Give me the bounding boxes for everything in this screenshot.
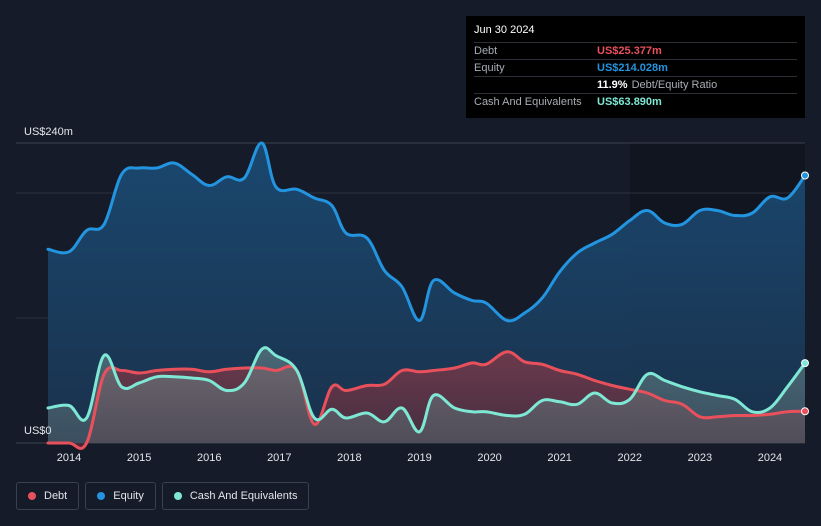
- tooltip-panel: Jun 30 2024 Debt US$25.377m Equity US$21…: [466, 16, 805, 118]
- tooltip-cash-label: Cash And Equivalents: [474, 96, 582, 108]
- tooltip-ratio-row: 11.9% Debt/Equity Ratio: [474, 76, 797, 93]
- y-axis-top-label: US$240m: [24, 126, 73, 138]
- cash-area: [48, 347, 805, 443]
- legend-debt-label: Debt: [44, 490, 68, 502]
- tooltip-equity-row: Equity US$214.028m: [474, 59, 797, 76]
- x-tick-2024: 2024: [758, 452, 782, 464]
- tooltip-debt-row: Debt US$25.377m: [474, 42, 797, 59]
- debt-dot-icon: [28, 492, 36, 500]
- cash-line: [46, 346, 807, 434]
- x-tick-2023: 2023: [688, 452, 712, 464]
- chart-legend: Debt Equity Cash And Equivalents: [16, 482, 310, 510]
- tooltip-equity-label: Equity: [474, 62, 505, 74]
- x-tick-2016: 2016: [197, 452, 221, 464]
- y-axis-bottom-label: US$0: [24, 425, 52, 437]
- equity-line: [46, 141, 807, 323]
- equity-dot-icon: [97, 492, 106, 500]
- x-tick-2022: 2022: [618, 452, 642, 464]
- tooltip-ratio-label: Debt/Equity Ratio: [631, 79, 718, 91]
- x-tick-2017: 2017: [267, 452, 291, 464]
- legend-item-equity[interactable]: Equity: [85, 482, 156, 510]
- x-tick-2021: 2021: [547, 452, 571, 464]
- debt-endpoint: [801, 407, 809, 416]
- cash-dot-icon: [173, 492, 182, 500]
- x-tick-2015: 2015: [127, 452, 151, 464]
- debt-line: [46, 350, 807, 450]
- series-lines: [46, 141, 807, 450]
- x-tick-2020: 2020: [477, 452, 501, 464]
- x-tick-2014: 2014: [57, 452, 81, 464]
- x-tick-2019: 2019: [407, 452, 431, 464]
- legend-item-debt[interactable]: Debt: [16, 482, 80, 510]
- legend-equity-label: Equity: [113, 490, 144, 502]
- tooltip-date: Jun 30 2024: [474, 24, 535, 36]
- legend-cash-label: Cash And Equivalents: [189, 490, 298, 502]
- series-endpoints: [801, 171, 809, 416]
- legend-item-cash[interactable]: Cash And Equivalents: [161, 482, 310, 510]
- cash-endpoint: [801, 359, 809, 368]
- tooltip-ratio-value: 11.9%: [597, 79, 628, 91]
- x-tick-2018: 2018: [337, 452, 361, 464]
- tooltip-debt-value: US$25.377m: [597, 45, 662, 57]
- tooltip-cash-value: US$63.890m: [597, 96, 662, 108]
- x-axis-ticks: 2014 2015 2016 2017 2018 2019 2020 2021 2022 2023…: [57, 452, 782, 464]
- tooltip-debt-label: Debt: [474, 45, 498, 57]
- tooltip-cash-row: Cash And Equivalents US$63.890m: [474, 93, 797, 110]
- equity-endpoint: [801, 171, 809, 180]
- tooltip-equity-value: US$214.028m: [597, 62, 668, 74]
